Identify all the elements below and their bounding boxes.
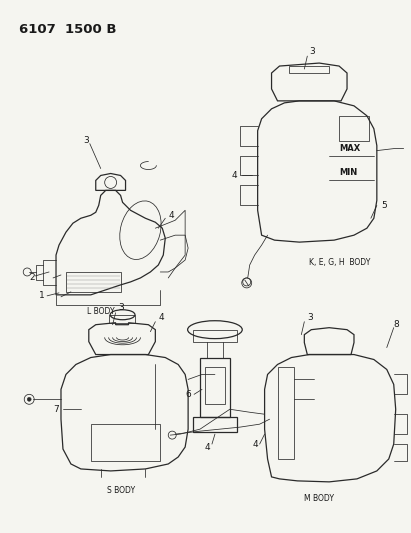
Text: 4: 4 [205,442,210,451]
Text: 8: 8 [394,320,399,329]
Text: 7: 7 [53,405,59,414]
Text: MIN: MIN [339,168,357,177]
Text: 6107  1500 B: 6107 1500 B [19,23,117,36]
Text: 6: 6 [185,390,191,399]
Text: 4: 4 [158,313,164,322]
Text: 3: 3 [119,303,125,312]
Text: 4: 4 [232,171,238,180]
Text: 3: 3 [83,136,89,145]
Text: MAX: MAX [339,144,360,153]
Circle shape [27,397,31,401]
Text: 3: 3 [307,313,313,322]
Text: K, E, G, H  BODY: K, E, G, H BODY [309,257,371,266]
Text: 5: 5 [381,201,387,210]
Text: L BODY: L BODY [87,307,115,316]
Text: 3: 3 [309,46,315,55]
Text: 1: 1 [39,292,45,301]
Text: 4: 4 [168,211,174,220]
Text: 2: 2 [29,273,35,282]
Text: S BODY: S BODY [106,486,135,495]
Text: M BODY: M BODY [304,494,334,503]
Text: 4: 4 [253,440,258,449]
